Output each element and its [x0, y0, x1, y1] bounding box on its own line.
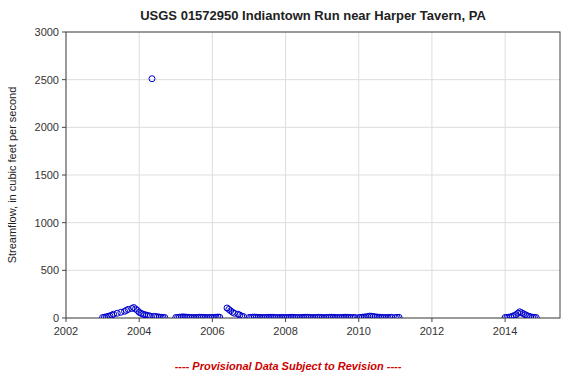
x-tick-label: 2012: [420, 325, 444, 337]
point: [133, 306, 139, 312]
y-tick-label: 500: [41, 264, 59, 276]
x-tick: [431, 318, 432, 322]
y-tick-label: 1000: [35, 217, 59, 229]
y-tick: [62, 318, 66, 319]
y-tick-label: 2000: [35, 121, 59, 133]
y-tick-label: 0: [53, 312, 59, 324]
x-tick: [505, 318, 506, 322]
point: [217, 314, 223, 318]
plot-background: [66, 32, 560, 318]
x-tick-label: 2014: [493, 325, 517, 337]
y-tick: [62, 175, 66, 176]
x-tick: [139, 318, 140, 322]
y-grid-line: [66, 79, 560, 80]
y-grid-line: [66, 270, 560, 271]
point: [533, 315, 539, 318]
chart: 2002 2004 2006 2008 2010 2012 2014 0 500 1000 1500…: [0, 0, 576, 384]
x-tick: [66, 318, 67, 322]
y-tick: [62, 270, 66, 271]
y-grid-line: [66, 127, 560, 128]
title: USGS 01572950 Indiantown Run near Harper…: [140, 8, 486, 23]
point: [162, 315, 168, 318]
points: [100, 76, 540, 318]
x-tick: [358, 318, 359, 322]
x-tick-label: 2006: [200, 325, 224, 337]
y-tick-label: 1500: [35, 169, 59, 181]
grid: [66, 32, 560, 318]
y-tick: [62, 222, 66, 223]
x-tick: [285, 318, 286, 322]
y-grid-line: [66, 175, 560, 176]
y-tick: [62, 32, 66, 33]
axes: 2002 2004 2006 2008 2010 2012 2014 0 500 1000 1500…: [35, 26, 518, 337]
y-tick-label: 3000: [35, 26, 59, 38]
y-axis-label: Streamflow, in cubic feet per second: [6, 87, 18, 264]
x-tick-label: 2010: [346, 325, 370, 337]
x-tick-label: 2002: [54, 325, 78, 337]
y-grid-line: [66, 222, 560, 223]
y-tick-label: 2500: [35, 74, 59, 86]
plot-frame: [66, 32, 560, 318]
point: [149, 76, 155, 82]
y-tick: [62, 127, 66, 128]
point: [396, 314, 402, 318]
footnote: ---- Provisional Data Subject to Revisio…: [175, 360, 402, 372]
y-tick: [62, 79, 66, 80]
x-tick-label: 2008: [273, 325, 297, 337]
x-tick-label: 2004: [127, 325, 151, 337]
x-tick: [212, 318, 213, 322]
